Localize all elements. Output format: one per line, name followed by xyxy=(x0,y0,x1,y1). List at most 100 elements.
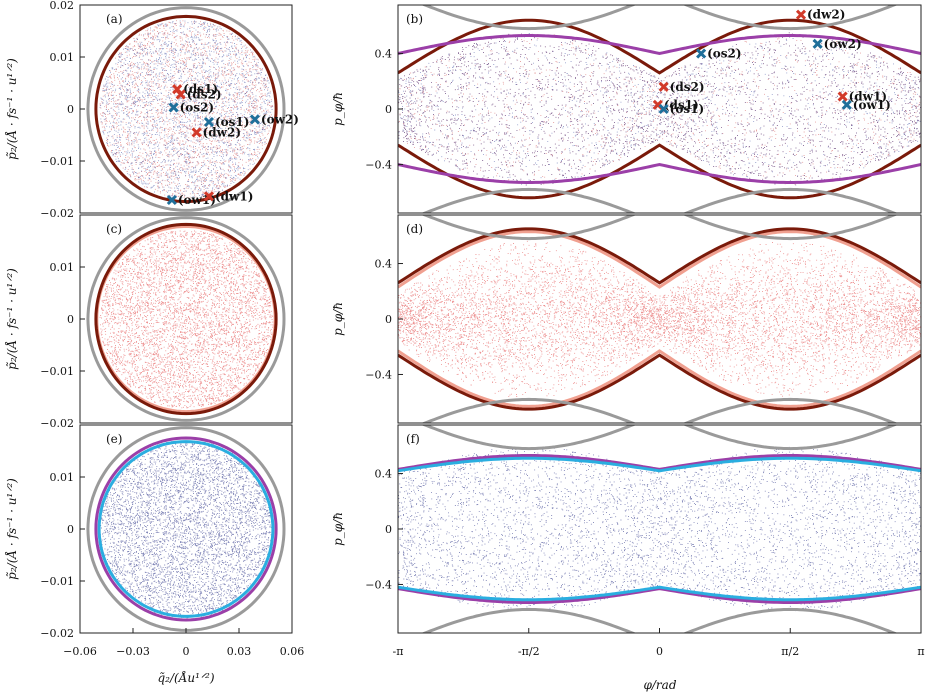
x-axis-label: q̃₂/(Åu¹ᐟ²) xyxy=(158,670,215,685)
point-cloud xyxy=(99,20,274,199)
marker-cross xyxy=(166,194,177,206)
boundary-curve xyxy=(86,426,286,632)
panel-b: (b) (dw2) (os2) (ow2) (ds2) (ds1)(os1) (dw1)(… xyxy=(331,4,922,214)
y-tick-label: −0.4 xyxy=(365,368,392,381)
outer-gray-curve xyxy=(421,425,898,451)
point-cloud xyxy=(99,230,274,409)
y-tick-label: 0 xyxy=(385,523,392,536)
y-tick-label: −0.02 xyxy=(40,207,74,220)
marker-os2: (os2) xyxy=(168,100,214,114)
x-tick-label: 0 xyxy=(183,645,190,658)
y-tick-label: 0.02 xyxy=(50,0,75,12)
marker-dw1: (dw1) xyxy=(837,90,887,104)
boundary-curve xyxy=(97,440,275,618)
panel-a: (a) (ds1)(ds2)(os2)(os1) (ow2) (dw2) (ow1)(… xyxy=(4,0,299,220)
y-axis-label: p̃₂/(Å · fs⁻¹ · u¹ᐟ²) xyxy=(4,268,19,370)
marker-dw2: (dw2) xyxy=(191,125,241,139)
boundary-curve xyxy=(86,6,286,212)
x-tick-label: 0.06 xyxy=(280,645,305,658)
boundary-curve xyxy=(398,585,921,602)
y-tick-label: 0.01 xyxy=(50,471,75,484)
boundary-curve xyxy=(398,353,921,411)
y-tick-label: −0.01 xyxy=(40,155,74,168)
x-tick-label: -π/2 xyxy=(518,645,540,658)
marker-label: (os2) xyxy=(180,100,214,114)
marker-cross xyxy=(812,38,823,49)
y-tick-label: 0 xyxy=(385,313,392,326)
marker-ow2: (ow2) xyxy=(249,112,299,126)
marker-cross xyxy=(175,89,186,100)
marker-cross xyxy=(203,191,215,202)
y-tick-label: −0.02 xyxy=(40,417,74,430)
marker-label: (ow2) xyxy=(261,112,299,126)
y-tick-label: −0.02 xyxy=(40,627,74,640)
y-tick-label: 0 xyxy=(67,313,74,326)
outer-gray-curve xyxy=(421,5,898,31)
marker-cross xyxy=(191,127,202,138)
marker-label: (dw2) xyxy=(203,125,241,139)
panel-d: (d) −0.4 0 0.4 p_φ/ħ xyxy=(331,214,922,424)
marker-os2: (os2) xyxy=(696,47,742,61)
y-tick-label: 0.01 xyxy=(50,261,75,274)
marker-label: (os1) xyxy=(670,102,704,116)
boundary-curve xyxy=(398,34,921,56)
marker-label: (ds1) xyxy=(664,98,699,112)
point-cloud xyxy=(398,240,921,397)
marker-label: (ds1) xyxy=(183,82,218,96)
marker-label: (os1) xyxy=(215,115,249,129)
boundary-curve xyxy=(94,14,278,204)
marker-label: (dw1) xyxy=(215,189,253,203)
y-tick-label: −0.4 xyxy=(365,578,392,591)
boundary-curve xyxy=(86,216,286,422)
x-tick-label: 0.03 xyxy=(227,645,252,658)
panel-c: (c) −0.02 −0.01 0 0.01 p̃₂/(Å · fs⁻¹ · u¹ᐟ²… xyxy=(4,214,293,430)
marker-dw2: (dw2) xyxy=(795,8,845,22)
panel-label: (f) xyxy=(406,432,420,446)
marker-os1: (os1) xyxy=(658,102,704,116)
marker-dw1: (dw1) xyxy=(203,189,253,203)
boundary-curve xyxy=(398,456,921,473)
y-tick-label: −0.01 xyxy=(40,575,74,588)
x-tick-label: π xyxy=(917,645,924,658)
boundary-curve xyxy=(398,227,921,285)
y-tick-label: 0 xyxy=(385,103,392,116)
x-axis-label: φ/rad xyxy=(643,678,676,692)
marker-os1: (os1) xyxy=(203,115,249,129)
y-tick-label: 0.4 xyxy=(375,48,393,61)
marker-ds2: (ds2) xyxy=(175,87,222,101)
y-tick-label: 0.4 xyxy=(375,468,393,481)
y-tick-label: −0.01 xyxy=(40,365,74,378)
y-axis-label: p_φ/ħ xyxy=(331,512,345,546)
x-tick-label: 0 xyxy=(656,645,663,658)
panel-label: (e) xyxy=(106,432,122,446)
y-tick-label: 0 xyxy=(67,523,74,536)
boundary-curve xyxy=(95,224,277,414)
point-cloud xyxy=(99,20,273,198)
boundary-curve xyxy=(94,222,278,416)
boundary-curve xyxy=(398,18,921,75)
boundary-curve xyxy=(398,143,921,200)
panel-label: (c) xyxy=(106,222,122,236)
y-tick-label: 0 xyxy=(67,103,74,116)
x-tick-label: -π xyxy=(393,645,404,658)
marker-ow2: (ow2) xyxy=(812,37,862,51)
marker-cross xyxy=(658,81,669,92)
marker-label: (dw1) xyxy=(849,90,887,104)
marker-ow1: (ow1) xyxy=(166,193,216,207)
marker-cross xyxy=(696,48,707,59)
panel-label: (b) xyxy=(406,12,423,26)
marker-label: (dw2) xyxy=(807,8,845,22)
boundary-curve xyxy=(398,349,921,408)
marker-cross xyxy=(795,9,807,20)
marker-ds2: (ds2) xyxy=(658,80,705,94)
point-cloud xyxy=(99,440,274,619)
marker-cross xyxy=(841,99,852,110)
outer-gray-curve xyxy=(421,215,898,241)
marker-ow1: (ow1) xyxy=(841,98,891,112)
point-cloud xyxy=(398,32,921,186)
outer-gray-curve xyxy=(421,607,898,633)
y-axis-label: p_φ/ħ xyxy=(331,92,345,126)
panel-e: (e) −0.02 −0.01 0 0.01 −0.06 −0.03 0 0.03 0.06 p… xyxy=(4,424,305,685)
boundary-curve xyxy=(398,230,921,289)
